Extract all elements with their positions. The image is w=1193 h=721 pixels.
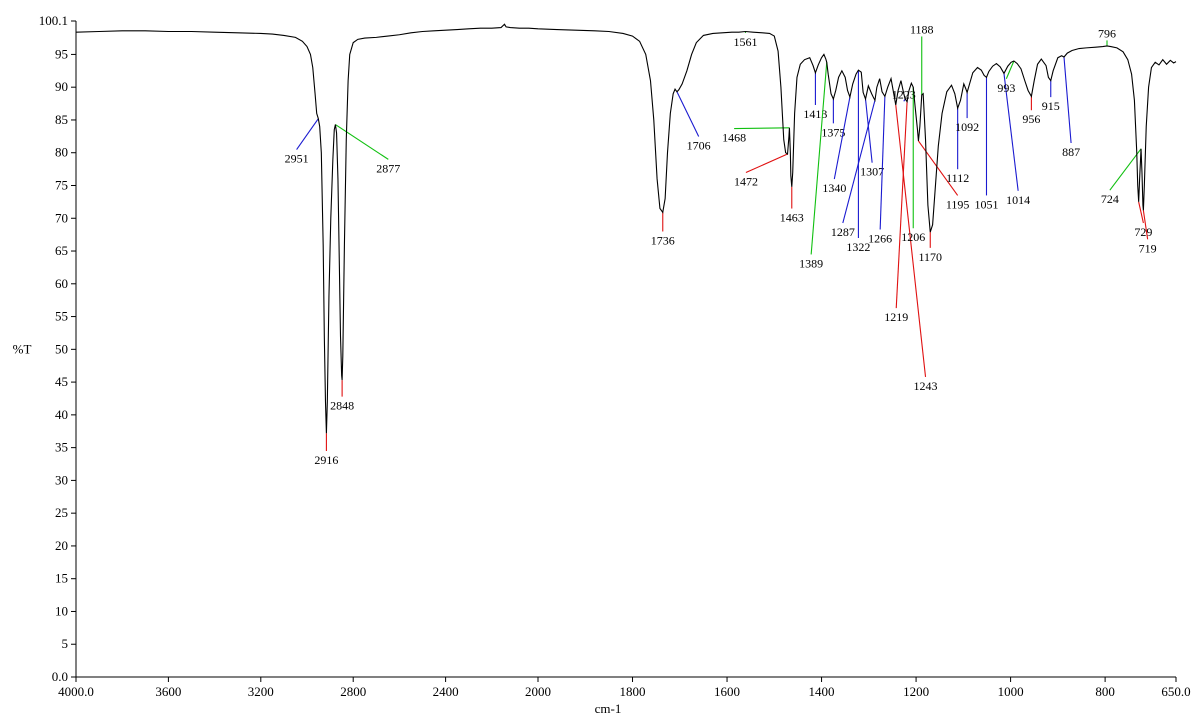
peak-leader-line (895, 104, 927, 378)
peak-leader-line (1003, 73, 1019, 191)
peak-label: 993 (997, 81, 1015, 95)
y-tick-label: 0.0 (52, 669, 68, 684)
peak-label: 1195 (946, 197, 970, 211)
peak-leader-line (1005, 60, 1015, 79)
peak-label: 1266 (868, 232, 892, 246)
peak-label: 1375 (821, 125, 845, 139)
peak-label: 1413 (803, 107, 827, 121)
peak-label: 1112 (946, 171, 969, 185)
y-tick-label: 65 (55, 243, 68, 258)
peak-label: 796 (1098, 26, 1116, 40)
x-axis-title: cm-1 (595, 701, 622, 716)
peak-leader-line (1142, 210, 1149, 240)
x-tick-label: 2400 (433, 684, 459, 699)
y-tick-label: 55 (55, 309, 68, 324)
peak-label: 1014 (1006, 193, 1030, 207)
x-tick-label: 1400 (809, 684, 835, 699)
peak-leader-line (917, 140, 959, 196)
peak-label: 2848 (330, 399, 354, 413)
peak-leader-line (833, 96, 851, 180)
peak-leader-line (864, 98, 873, 163)
y-tick-label: 15 (55, 571, 68, 586)
y-tick-label: 40 (55, 407, 68, 422)
peak-label: 1188 (910, 22, 934, 36)
peak-leader-line (1138, 201, 1144, 224)
peak-label: 1206 (901, 230, 925, 244)
peak-label: 1243 (914, 379, 938, 393)
x-tick-label: 650.0 (1161, 684, 1190, 699)
y-tick-label: 60 (55, 276, 68, 291)
peak-label: 1706 (687, 138, 711, 152)
peak-label: 915 (1042, 99, 1060, 113)
peak-annotations: 2951 2916 2877 2848 1736 1706 1561 1472 1468 1463… (285, 22, 1157, 467)
peak-leader-line (335, 124, 389, 160)
peak-label: 724 (1101, 192, 1119, 206)
peak-label: 1463 (780, 211, 804, 225)
peak-leader-line (895, 101, 908, 309)
peak-leader-line (296, 118, 319, 150)
peak-label: 1051 (974, 197, 998, 211)
y-tick-label: 100.1 (39, 13, 68, 28)
peak-label: 1307 (860, 165, 884, 179)
peak-label: 1322 (846, 240, 870, 254)
y-tick-label: 95 (55, 46, 68, 61)
ticks: 4000.0 3600 3200 2800 2400 2000 1800 1600 1400 12… (39, 13, 1191, 699)
peak-leader-line (676, 91, 700, 137)
peak-leader-line (734, 127, 790, 130)
y-tick-label: 80 (55, 145, 68, 160)
peak-label: 887 (1062, 145, 1080, 159)
y-tick-label: 30 (55, 472, 68, 487)
y-axis-title: %T (13, 341, 32, 356)
peak-leader-line (745, 153, 788, 173)
y-tick-label: 75 (55, 177, 68, 192)
x-tick-label: 1800 (620, 684, 646, 699)
x-tick-label: 2800 (340, 684, 366, 699)
peak-leader-line (810, 62, 828, 255)
x-tick-label: 4000.0 (58, 684, 94, 699)
peak-label: 729 (1134, 225, 1152, 239)
peak-label: 1219 (884, 310, 908, 324)
spectrum-line (75, 23, 1177, 434)
y-tick-label: 45 (55, 374, 68, 389)
peak-label: 1472 (734, 174, 758, 188)
peak-leader-line (842, 100, 876, 224)
peak-label: 1170 (918, 250, 942, 264)
y-tick-label: 70 (55, 210, 68, 225)
x-tick-label: 3200 (248, 684, 274, 699)
peak-label: 1561 (733, 35, 757, 49)
peak-label: 1287 (831, 225, 855, 239)
x-tick-label: 3600 (155, 684, 181, 699)
peak-leader-line (879, 96, 886, 230)
y-tick-label: 35 (55, 440, 68, 455)
peak-label: 2951 (285, 152, 309, 166)
peak-label: 1389 (799, 256, 823, 270)
y-tick-label: 25 (55, 505, 68, 520)
x-tick-label: 1600 (714, 684, 740, 699)
x-tick-label: 1000 (998, 684, 1024, 699)
y-tick-label: 90 (55, 79, 68, 94)
y-tick-label: 50 (55, 341, 68, 356)
x-tick-label: 800 (1095, 684, 1115, 699)
peak-label: 1468 (722, 131, 746, 145)
peak-leader-line (1063, 56, 1072, 144)
y-tick-label: 20 (55, 538, 68, 553)
peak-label: 1092 (955, 120, 979, 134)
peak-leader-line (1109, 148, 1142, 191)
y-tick-label: 85 (55, 112, 68, 127)
peak-label: 719 (1139, 241, 1157, 255)
peak-label: 2877 (376, 161, 400, 175)
peak-label: 2916 (314, 453, 338, 467)
y-tick-label: 10 (55, 603, 68, 618)
peak-label: 956 (1022, 112, 1040, 126)
x-tick-label: 1200 (903, 684, 929, 699)
y-tick-label: 5 (62, 636, 69, 651)
x-tick-label: 2000 (525, 684, 551, 699)
axes (75, 21, 1176, 678)
peak-label: 1340 (822, 181, 846, 195)
peak-label: 1736 (651, 233, 675, 247)
